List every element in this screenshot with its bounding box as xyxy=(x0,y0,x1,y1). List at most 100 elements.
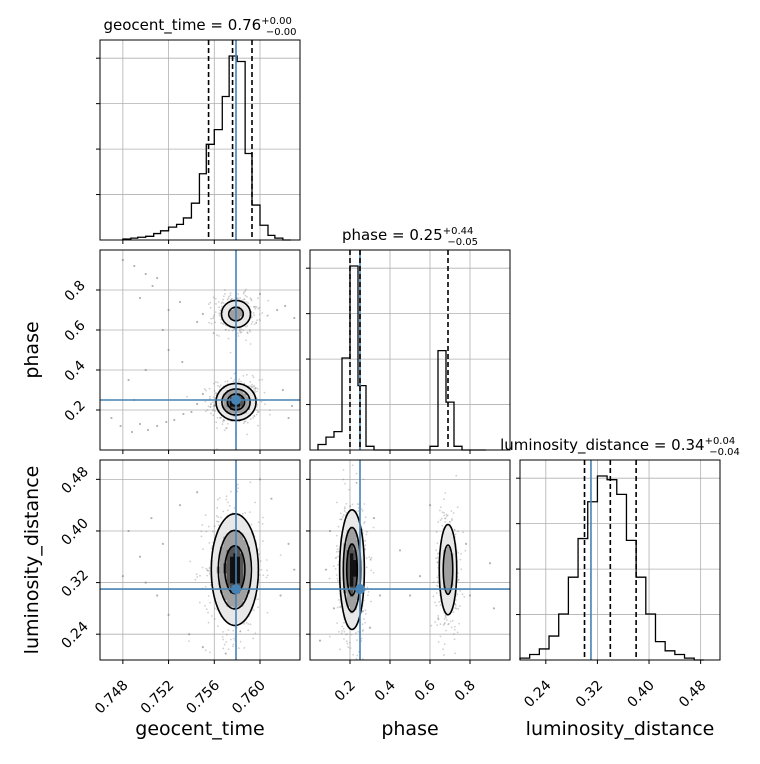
scatter-geocent-time-vs-luminosity-distance-density-cell xyxy=(223,596,227,601)
scatter-geocent-time-vs-luminosity-distance-panel xyxy=(96,459,301,664)
scatter-geocent-time-vs-luminosity-distance-density-cell xyxy=(213,560,217,564)
scatter-geocent-time-vs-phase-sample-point xyxy=(243,420,246,423)
scatter-phase-vs-luminosity-distance-density-cell xyxy=(360,570,364,574)
scatter-geocent-time-vs-luminosity-distance-density-cell xyxy=(246,583,251,587)
scatter-phase-vs-luminosity-distance-density-cell xyxy=(340,553,344,557)
scatter-phase-vs-luminosity-distance-density-cell xyxy=(343,526,347,531)
scatter-geocent-time-vs-luminosity-distance-sample-point xyxy=(227,629,230,631)
scatter-geocent-time-vs-luminosity-distance-density-cell xyxy=(223,590,227,594)
scatter-geocent-time-vs-phase-density-cell xyxy=(226,400,231,404)
scatter-geocent-time-vs-luminosity-distance-density-cell xyxy=(240,560,244,564)
scatter-geocent-time-vs-luminosity-distance-density-cell xyxy=(250,543,254,547)
scatter-geocent-time-vs-phase-density-cell xyxy=(233,390,237,394)
scatter-geocent-time-vs-phase-sample-point xyxy=(255,321,258,324)
scatter-geocent-time-vs-luminosity-distance-density-cell xyxy=(240,610,244,614)
scatter-phase-vs-luminosity-distance-density-cell xyxy=(346,516,351,521)
scatter-geocent-time-vs-luminosity-distance-density-cell xyxy=(233,523,237,527)
scatter-geocent-time-vs-luminosity-distance-sample-point xyxy=(247,629,250,632)
scatter-geocent-time-vs-luminosity-distance-sample-point xyxy=(167,613,170,616)
scatter-phase-vs-luminosity-distance-sample-point xyxy=(364,539,367,542)
scatter-geocent-time-vs-luminosity-distance-contours xyxy=(210,513,260,627)
scatter-geocent-time-vs-phase-sample-point xyxy=(225,427,227,430)
scatter-geocent-time-vs-luminosity-distance-sample-point xyxy=(218,497,221,499)
scatter-geocent-time-vs-luminosity-distance-density-cell xyxy=(243,606,247,611)
scatter-geocent-time-vs-phase-sample-point xyxy=(130,430,134,434)
scatter-phase-vs-luminosity-distance-sample-point xyxy=(436,561,439,563)
scatter-phase-vs-luminosity-distance-sample-point xyxy=(442,648,445,651)
scatter-geocent-time-vs-phase-sample-point xyxy=(218,312,220,315)
scatter-geocent-time-vs-luminosity-distance-density-cell xyxy=(243,610,247,614)
scatter-geocent-time-vs-phase-sample-point xyxy=(257,410,260,413)
scatter-geocent-time-vs-luminosity-distance-sample-point xyxy=(209,651,211,654)
scatter-geocent-time-vs-phase-density-cell xyxy=(230,320,234,324)
scatter-geocent-time-vs-luminosity-distance-density-cell xyxy=(246,593,251,597)
scatter-phase-vs-luminosity-distance-density-cell xyxy=(346,573,351,577)
scatter-phase-vs-luminosity-distance-density-cell xyxy=(360,576,364,581)
scatter-geocent-time-vs-luminosity-distance-sample-point xyxy=(144,581,147,584)
x-tick-label-luminosity-distance: 0.48 xyxy=(676,678,709,711)
scatter-geocent-time-vs-luminosity-distance-density-cell xyxy=(220,556,224,561)
scatter-phase-vs-luminosity-distance-sample-point xyxy=(365,533,368,536)
scatter-geocent-time-vs-phase-sample-point xyxy=(287,416,290,420)
scatter-geocent-time-vs-luminosity-distance-sample-point xyxy=(250,523,253,526)
scatter-geocent-time-vs-luminosity-distance-sample-point xyxy=(217,498,219,501)
scatter-geocent-time-vs-luminosity-distance-density-cell xyxy=(220,530,224,534)
scatter-phase-vs-luminosity-distance-density-cell xyxy=(453,563,457,567)
scatter-geocent-time-vs-luminosity-distance-density-cell xyxy=(236,536,241,541)
scatter-geocent-time-vs-luminosity-distance-density-cell xyxy=(243,543,247,547)
scatter-phase-vs-luminosity-distance-density-cell xyxy=(350,590,354,594)
scatter-geocent-time-vs-phase-sample-point xyxy=(284,304,287,308)
scatter-phase-vs-luminosity-distance-density-cell xyxy=(350,560,354,564)
scatter-geocent-time-vs-luminosity-distance-density-cell xyxy=(236,596,241,601)
scatter-geocent-time-vs-phase-density-cell xyxy=(243,303,247,307)
scatter-phase-vs-luminosity-distance-density-cell xyxy=(443,560,447,564)
scatter-geocent-time-vs-phase-sample-point xyxy=(252,305,255,308)
scatter-phase-vs-luminosity-distance-density-cell xyxy=(353,573,357,577)
scatter-phase-vs-luminosity-distance-sample-point xyxy=(341,515,344,518)
scatter-geocent-time-vs-luminosity-distance-density-cell xyxy=(250,600,254,604)
scatter-geocent-time-vs-luminosity-distance-sample-point xyxy=(265,576,268,579)
scatter-phase-vs-luminosity-distance-density-cell xyxy=(450,593,454,597)
scatter-geocent-time-vs-luminosity-distance-density-cell xyxy=(236,560,241,564)
scatter-phase-vs-luminosity-distance-density-cell xyxy=(346,540,351,544)
scatter-phase-vs-luminosity-distance-sample-point xyxy=(332,565,335,568)
hist-luminosity-distance-step xyxy=(519,475,704,661)
scatter-geocent-time-vs-luminosity-distance-density-cell xyxy=(236,566,241,571)
scatter-geocent-time-vs-luminosity-distance-sample-point xyxy=(201,566,204,569)
scatter-geocent-time-vs-phase-density-cell xyxy=(236,300,241,304)
scatter-phase-vs-luminosity-distance-sample-point xyxy=(354,632,357,634)
scatter-phase-vs-luminosity-distance-sample-point xyxy=(356,503,359,505)
scatter-geocent-time-vs-phase-sample-point xyxy=(260,400,263,403)
scatter-geocent-time-vs-luminosity-distance-sample-point xyxy=(225,633,228,636)
scatter-geocent-time-vs-luminosity-distance-density-cell xyxy=(230,566,234,571)
scatter-geocent-time-vs-luminosity-distance-density-cell xyxy=(230,583,234,587)
scatter-geocent-time-vs-phase-sample-point xyxy=(208,397,211,400)
scatter-phase-vs-luminosity-distance-sample-point xyxy=(349,647,352,650)
scatter-geocent-time-vs-luminosity-distance-density-cell xyxy=(236,540,241,544)
scatter-phase-vs-luminosity-distance-sample-point xyxy=(361,665,363,667)
scatter-phase-vs-luminosity-distance-density-cell xyxy=(453,550,457,554)
scatter-geocent-time-vs-phase-density-cell xyxy=(240,323,244,327)
scatter-geocent-time-vs-luminosity-distance-density-cell xyxy=(236,520,241,524)
scatter-geocent-time-vs-luminosity-distance-density-cell xyxy=(240,516,244,521)
scatter-phase-vs-luminosity-distance-contours xyxy=(338,509,458,631)
scatter-phase-vs-luminosity-distance-sample-point xyxy=(461,593,464,596)
scatter-geocent-time-vs-luminosity-distance-density-cell xyxy=(253,560,257,564)
scatter-geocent-time-vs-phase-sample-point xyxy=(251,374,254,377)
scatter-geocent-time-vs-luminosity-distance-density-cell xyxy=(250,580,254,584)
scatter-phase-vs-luminosity-distance-sample-point xyxy=(328,577,331,580)
scatter-phase-vs-luminosity-distance-density-cell xyxy=(440,556,444,561)
scatter-geocent-time-vs-phase-sample-point xyxy=(230,377,233,380)
scatter-geocent-time-vs-luminosity-distance-sample-point xyxy=(161,542,164,545)
scatter-phase-vs-luminosity-distance-density-cell xyxy=(343,583,347,587)
scatter-phase-vs-luminosity-distance-density-cell xyxy=(343,560,347,564)
scatter-geocent-time-vs-phase-sample-point xyxy=(253,384,256,387)
scatter-phase-vs-luminosity-distance-sample-point xyxy=(451,519,453,522)
scatter-geocent-time-vs-luminosity-distance-sample-point xyxy=(257,598,259,601)
scatter-geocent-time-vs-luminosity-distance-density-cell xyxy=(226,590,231,594)
scatter-phase-vs-luminosity-distance-sample-point xyxy=(455,607,458,610)
scatter-geocent-time-vs-luminosity-distance-density-cell xyxy=(240,570,244,574)
y-tick-label-phase: 0.2 xyxy=(62,398,89,425)
scatter-phase-vs-luminosity-distance-sample-point xyxy=(357,630,360,633)
